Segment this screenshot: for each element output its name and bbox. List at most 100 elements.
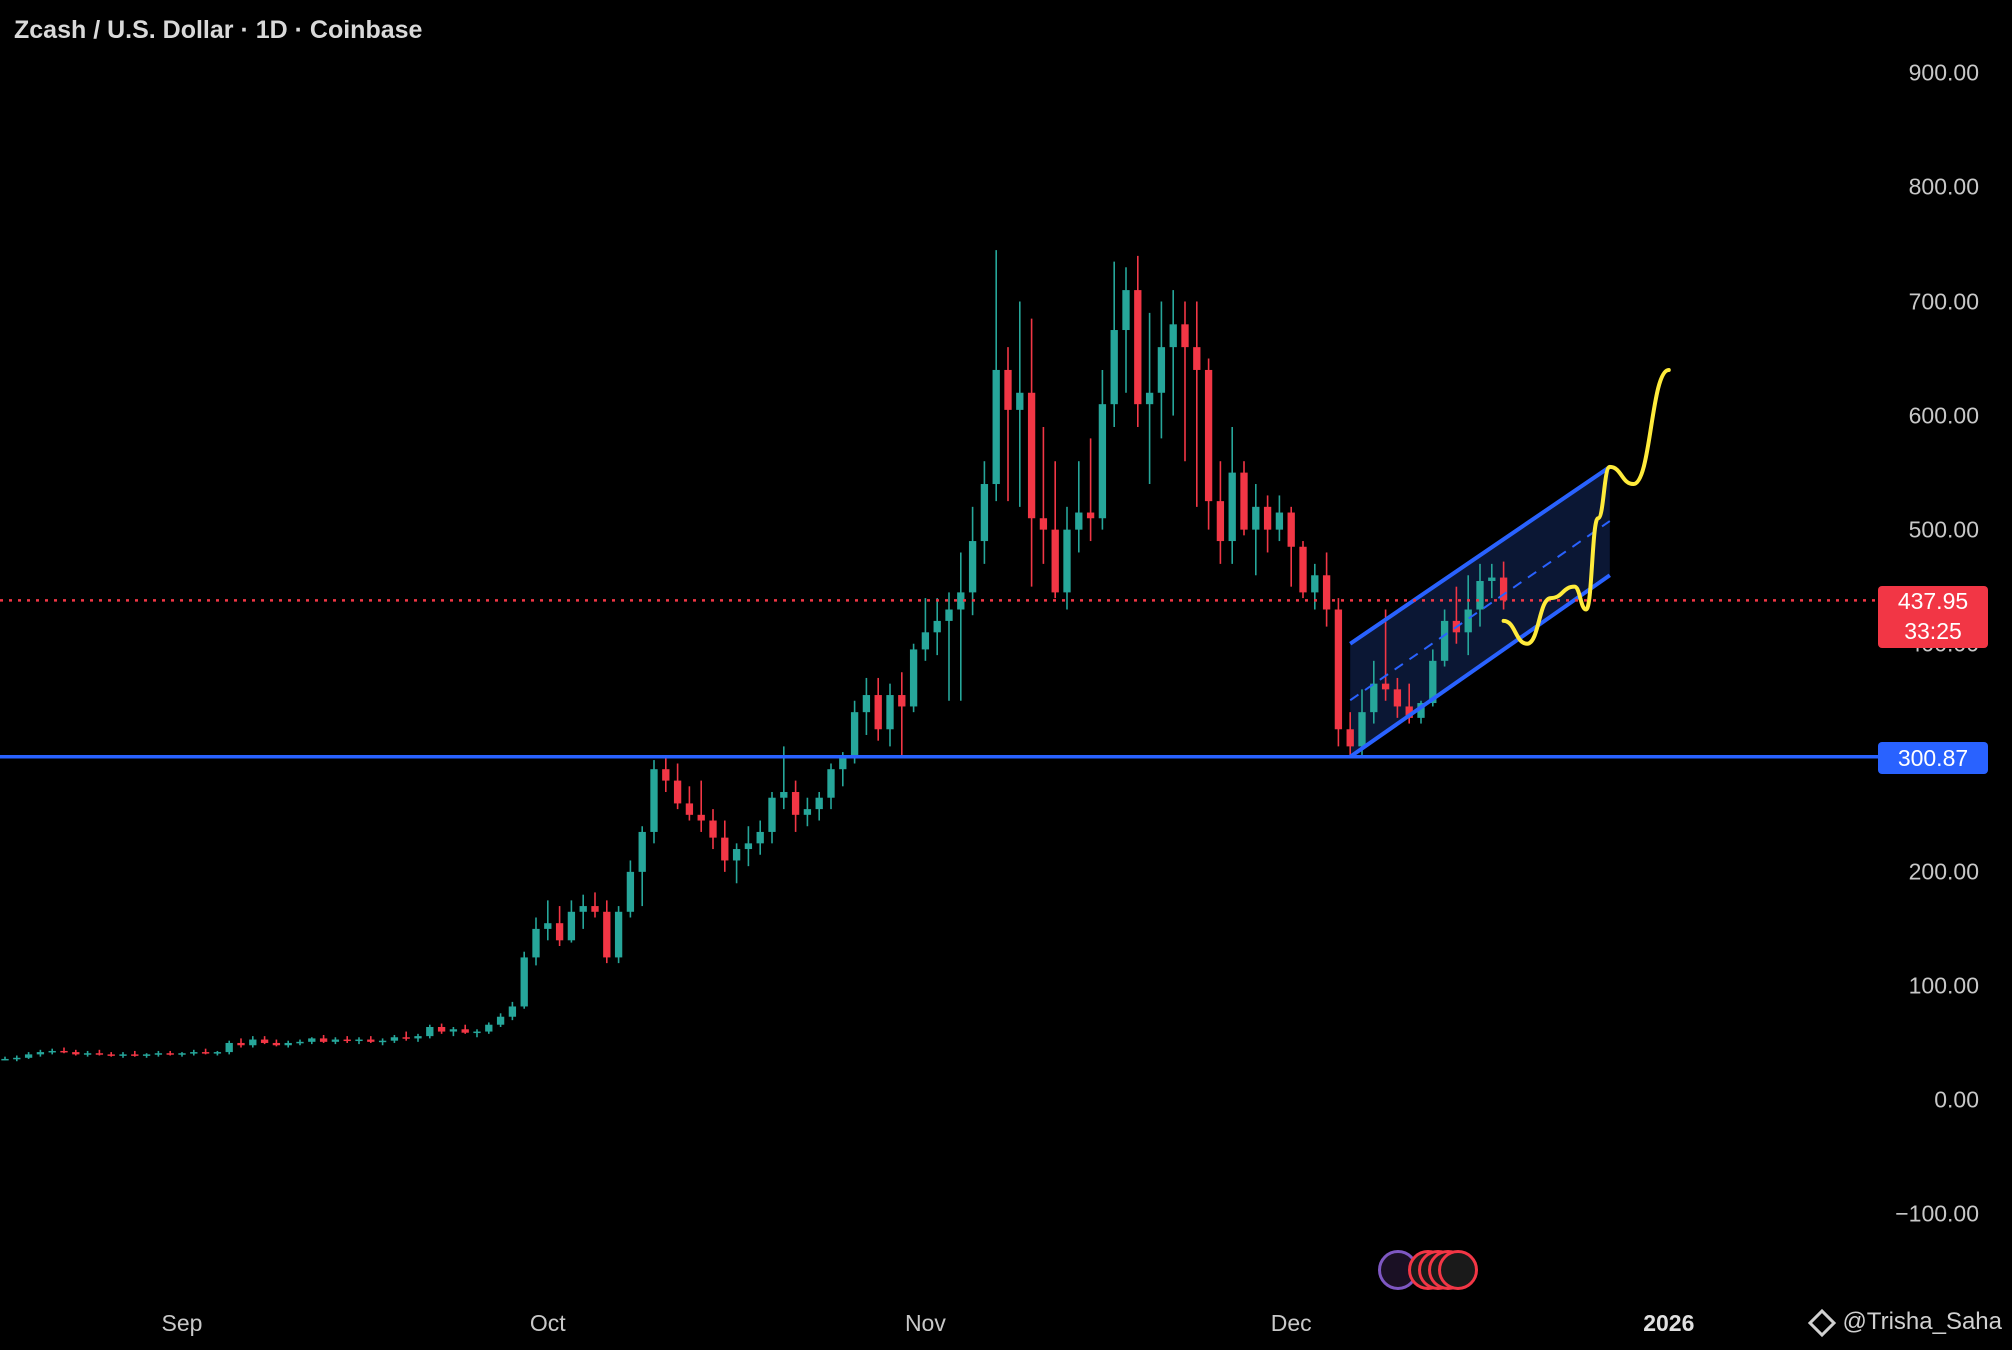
candle-body bbox=[1204, 369, 1213, 502]
candle-body bbox=[721, 837, 729, 861]
candle-body bbox=[1039, 518, 1048, 530]
candle-body bbox=[48, 1050, 56, 1053]
candle-body bbox=[1476, 580, 1484, 610]
candle-body bbox=[60, 1050, 68, 1053]
candle-body bbox=[1405, 706, 1413, 718]
candle-body bbox=[780, 792, 788, 798]
candle-body bbox=[850, 712, 859, 758]
projection-curve bbox=[1501, 367, 1671, 646]
candle-body bbox=[72, 1052, 80, 1055]
candle-body bbox=[260, 1039, 269, 1043]
candle-body bbox=[532, 928, 540, 958]
channel-upper-line bbox=[1349, 465, 1611, 646]
candle-body bbox=[1110, 330, 1118, 405]
candle-body bbox=[1263, 506, 1272, 530]
candle-body bbox=[508, 1006, 517, 1017]
candle-body bbox=[378, 1040, 387, 1043]
candle-body bbox=[1134, 290, 1142, 405]
candle-body bbox=[1429, 660, 1437, 704]
x-tick-label: Nov bbox=[904, 1310, 946, 1336]
candle-body bbox=[768, 797, 776, 832]
candle-body bbox=[1322, 575, 1331, 610]
candle-body bbox=[154, 1053, 163, 1055]
candle-body bbox=[1193, 347, 1201, 370]
candle-body bbox=[95, 1053, 104, 1055]
candle-body bbox=[1122, 290, 1130, 331]
candle-body bbox=[237, 1042, 245, 1046]
candle-body bbox=[1417, 703, 1425, 718]
candle-body bbox=[1358, 712, 1366, 747]
candle-body bbox=[390, 1037, 399, 1041]
candle-body bbox=[355, 1039, 363, 1042]
candle-body bbox=[402, 1037, 410, 1039]
y-tick-label: −100.00 bbox=[1895, 1200, 1979, 1227]
candle-body bbox=[1, 1058, 9, 1061]
y-tick-label: 0.00 bbox=[1934, 1086, 1979, 1113]
candle-body bbox=[520, 957, 528, 1007]
candle-body bbox=[579, 906, 587, 912]
x-tick-label: Sep bbox=[161, 1310, 203, 1336]
candle-body bbox=[685, 803, 694, 815]
candle-body bbox=[815, 797, 823, 810]
candle-body bbox=[201, 1052, 210, 1054]
candle-body bbox=[426, 1026, 434, 1037]
candle-body bbox=[862, 695, 871, 713]
candle-body bbox=[650, 769, 658, 832]
tradingview-diamond-icon bbox=[1808, 1308, 1837, 1337]
candle-body bbox=[166, 1053, 174, 1055]
candle-body bbox=[1334, 609, 1343, 730]
candle-body bbox=[544, 923, 552, 929]
candle-body bbox=[1051, 529, 1059, 593]
candle-body bbox=[367, 1039, 375, 1042]
candle-body bbox=[1346, 729, 1354, 747]
candle-body bbox=[1145, 392, 1154, 405]
candle-body bbox=[473, 1031, 481, 1034]
candle-body bbox=[839, 757, 847, 770]
candle-body bbox=[1157, 347, 1166, 393]
x-tick-label: Oct bbox=[529, 1310, 566, 1336]
candle-body bbox=[1216, 501, 1225, 542]
y-tick-label: 100.00 bbox=[1908, 972, 1979, 999]
channel-lower-line bbox=[1349, 573, 1611, 759]
candle-body bbox=[119, 1054, 127, 1056]
candle-body bbox=[1393, 689, 1402, 707]
event-markers[interactable] bbox=[1360, 1250, 1490, 1290]
candle-body bbox=[1169, 324, 1177, 348]
candle-body bbox=[225, 1042, 233, 1053]
candle-body bbox=[319, 1038, 328, 1042]
candle-body bbox=[909, 649, 918, 707]
candle-body bbox=[886, 695, 894, 730]
candle-body bbox=[732, 849, 741, 861]
candle-body bbox=[933, 620, 941, 633]
author-watermark: @Trisha_Saha bbox=[1808, 1308, 2002, 1337]
candle-body bbox=[1228, 472, 1236, 542]
candle-body bbox=[1381, 683, 1390, 690]
x-tick-label: 2026 bbox=[1643, 1310, 1695, 1336]
candle-body bbox=[190, 1052, 198, 1054]
candle-body bbox=[756, 831, 764, 844]
candle-body bbox=[1311, 575, 1319, 593]
candle-body bbox=[803, 809, 812, 815]
y-tick-label: 200.00 bbox=[1908, 858, 1979, 885]
candle-body bbox=[107, 1054, 115, 1056]
y-tick-label: 600.00 bbox=[1908, 402, 1979, 429]
candle-body bbox=[1027, 392, 1036, 519]
us-flag-icon[interactable] bbox=[1438, 1250, 1478, 1290]
support-price-badge: 300.87 bbox=[1878, 742, 1988, 774]
candle-body bbox=[1181, 324, 1189, 348]
candle-body bbox=[874, 695, 882, 730]
candle-body bbox=[744, 843, 753, 850]
candle-body bbox=[1440, 620, 1449, 661]
candle-body bbox=[827, 769, 835, 798]
candle-body bbox=[249, 1039, 257, 1046]
candle-body bbox=[898, 695, 906, 707]
candle-body bbox=[1098, 404, 1107, 519]
candle-body bbox=[1287, 512, 1295, 547]
candle-body bbox=[591, 906, 599, 912]
candle-body bbox=[673, 780, 682, 804]
candle-body bbox=[449, 1029, 458, 1032]
candle-body bbox=[921, 632, 930, 650]
candle-body bbox=[284, 1042, 292, 1046]
